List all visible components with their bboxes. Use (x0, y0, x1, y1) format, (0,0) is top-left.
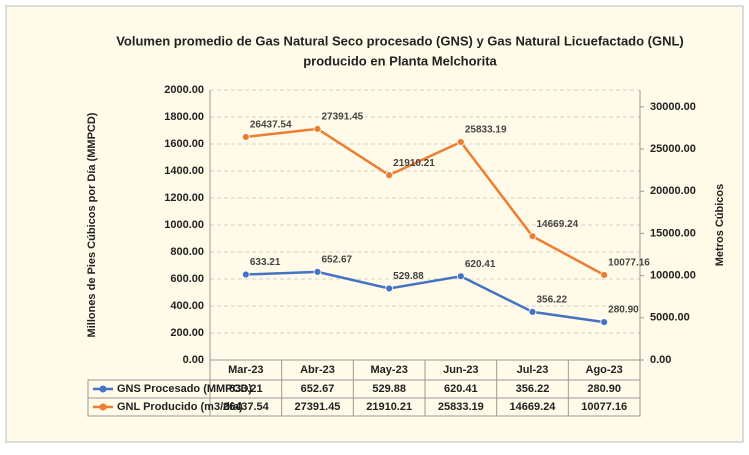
y-tick-label: 200.00 (170, 327, 204, 339)
data-point (385, 171, 394, 180)
x-tick-label: Ago-23 (586, 364, 623, 376)
table-cell: 620.41 (444, 383, 478, 395)
data-label: 620.41 (465, 259, 496, 270)
data-label: 14669.24 (537, 219, 579, 230)
legend-label: GNL Producido (m3/día) (117, 401, 243, 413)
data-point (600, 271, 609, 279)
data-point (313, 267, 322, 276)
data-point (385, 284, 394, 293)
y2-tick-label: 15000.00 (650, 227, 696, 239)
table-cell: 633.21 (229, 383, 263, 395)
table-cell: 10077.16 (581, 401, 627, 413)
y2-tick-label: 0.00 (650, 354, 671, 366)
data-label: 356.22 (537, 295, 568, 306)
y2-tick-label: 30000.00 (650, 101, 696, 113)
data-point (528, 232, 537, 241)
y-tick-label: 1800.00 (164, 111, 204, 123)
data-label: 529.88 (393, 271, 424, 282)
table-cell: 25833.19 (438, 401, 484, 413)
y-axis-title: Millones de Pies Cúbicos por Día (MMPCD) (86, 112, 98, 337)
y-tick-label: 1000.00 (164, 219, 204, 231)
y-tick-label: 800.00 (170, 246, 204, 258)
x-tick-label: Jul-23 (517, 364, 549, 376)
x-tick-label: Abr-23 (300, 364, 335, 376)
y-tick-label: 1400.00 (164, 165, 204, 177)
table-cell: 14669.24 (510, 401, 557, 413)
data-label: 10077.16 (608, 258, 650, 269)
y-tick-label: 400.00 (170, 300, 204, 312)
table-cell: 529.88 (372, 383, 406, 395)
table-cell: 27391.45 (295, 401, 341, 413)
legend-label: GNS Procesado (MMPCD) (117, 383, 252, 395)
data-label: 633.21 (250, 257, 281, 268)
data-point (456, 272, 465, 281)
data-label: 652.67 (322, 255, 353, 266)
table-cell: 21910.21 (366, 401, 412, 413)
series-line (245, 270, 605, 324)
series-line (245, 127, 605, 277)
x-tick-label: Mar-23 (228, 364, 263, 376)
data-point (600, 318, 609, 326)
data-point (456, 138, 465, 146)
data-label: 280.90 (608, 305, 639, 316)
y2-tick-label: 25000.00 (650, 143, 696, 155)
data-label: 21910.21 (393, 158, 435, 169)
y-tick-label: 1200.00 (164, 192, 204, 204)
data-label: 26437.54 (250, 120, 292, 131)
x-tick-label: May-23 (371, 364, 408, 376)
y2-tick-label: 20000.00 (650, 185, 696, 197)
y-tick-label: 2000.00 (164, 84, 204, 96)
y2-tick-label: 5000.00 (650, 312, 690, 324)
table-cell: 280.90 (587, 383, 621, 395)
y2-axis-title: Metros Cúbicos (714, 184, 726, 267)
y-tick-label: 0.00 (183, 354, 204, 366)
chart-title: producido en Planta Melchorita (303, 53, 497, 68)
data-point (313, 124, 322, 133)
legend-marker (99, 403, 107, 411)
data-point (241, 133, 250, 141)
data-point (528, 308, 537, 316)
table-cell: 356.22 (516, 383, 550, 395)
data-point (241, 270, 250, 279)
x-tick-label: Jun-23 (443, 364, 478, 376)
table-cell: 26437.54 (223, 401, 270, 413)
legend-marker (99, 385, 107, 393)
data-label: 27391.45 (322, 112, 364, 123)
y-tick-label: 600.00 (170, 273, 204, 285)
chart-background (5, 5, 744, 443)
y2-tick-label: 10000.00 (650, 270, 696, 282)
chart-title: Volumen promedio de Gas Natural Seco pro… (116, 33, 684, 48)
table-cell: 652.67 (301, 383, 335, 395)
y-tick-label: 1600.00 (164, 138, 204, 150)
data-label: 25833.19 (465, 125, 507, 136)
